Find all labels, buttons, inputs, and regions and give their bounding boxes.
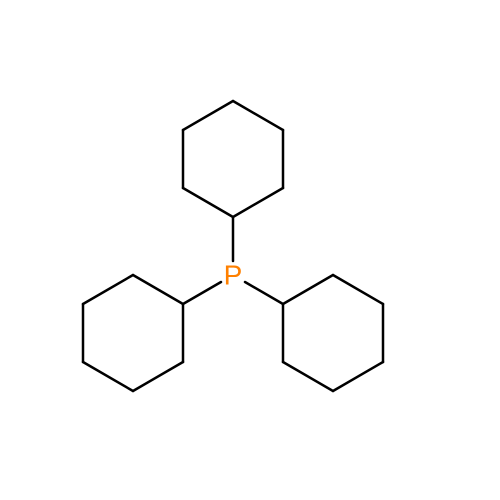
bond <box>233 101 283 130</box>
bond <box>283 362 333 391</box>
bond <box>83 275 133 304</box>
bond <box>133 362 183 391</box>
molecule-canvas: P <box>0 0 500 500</box>
bond <box>83 362 133 391</box>
bond <box>333 275 383 304</box>
bond <box>133 275 183 304</box>
bonds-group <box>83 101 383 391</box>
bond <box>333 362 383 391</box>
bond <box>183 188 233 217</box>
bond <box>183 282 221 304</box>
phosphorus-atom-label: P <box>224 260 243 291</box>
bond <box>245 282 283 304</box>
bond <box>283 275 333 304</box>
bond <box>183 101 233 130</box>
bond <box>233 188 283 217</box>
